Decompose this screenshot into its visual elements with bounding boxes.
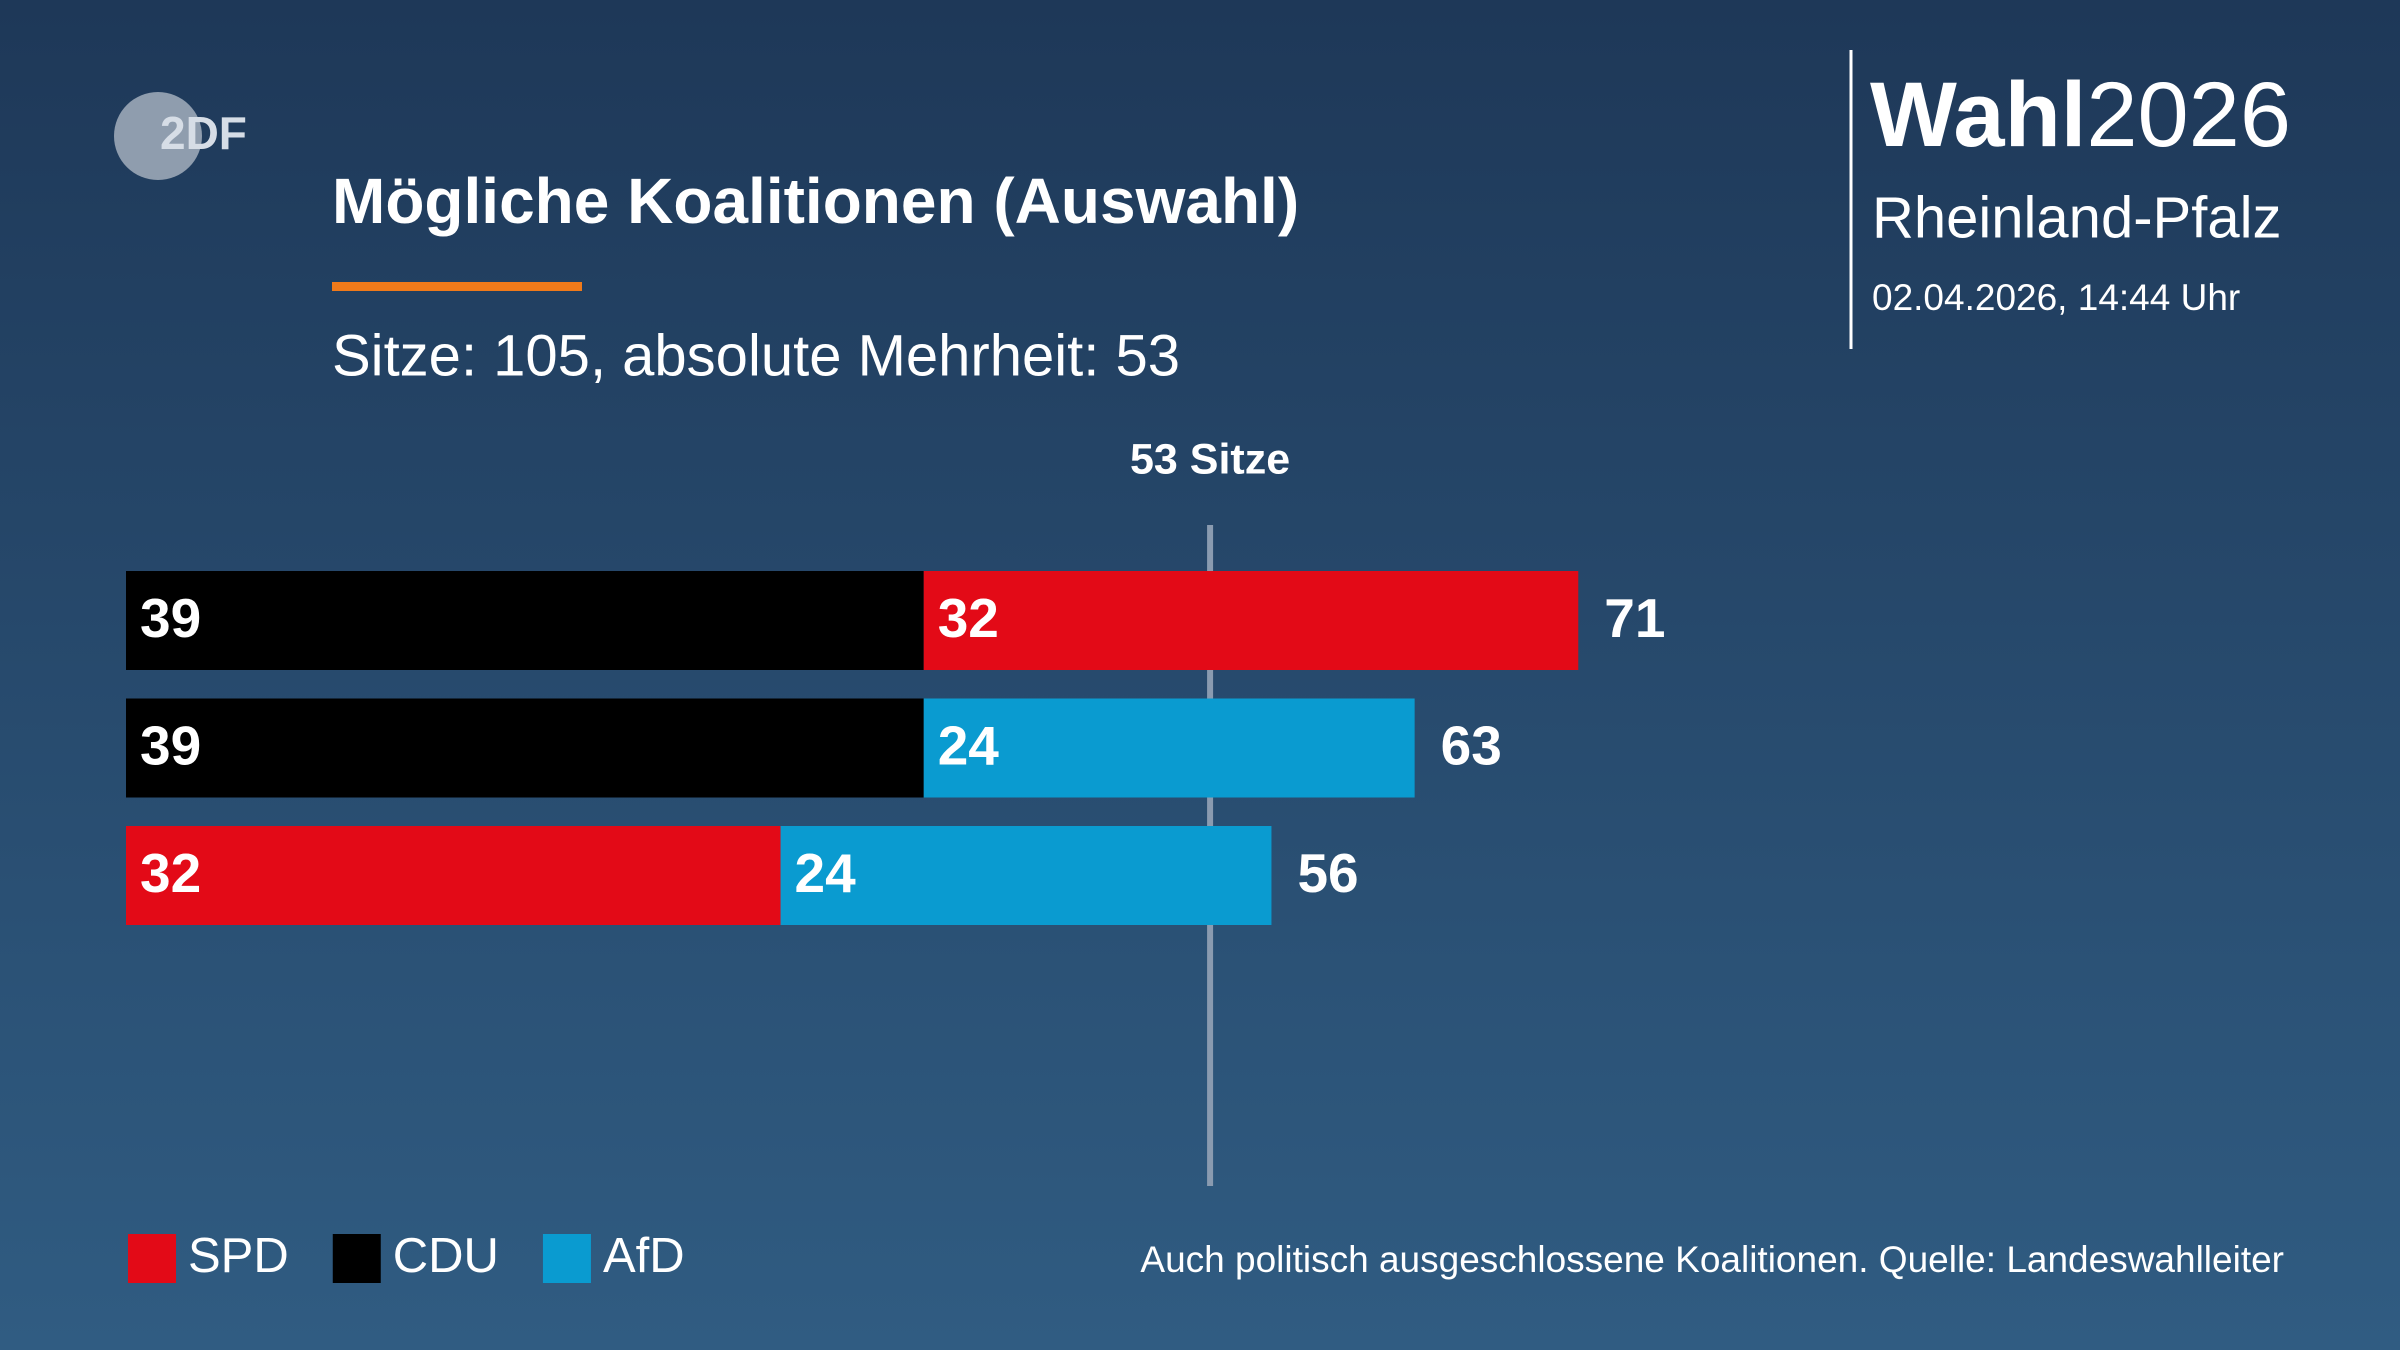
segment-label: 39 xyxy=(140,715,201,777)
total-label: 63 xyxy=(1441,715,1502,777)
legend-label: CDU xyxy=(393,1229,499,1283)
segment-label: 32 xyxy=(938,587,999,649)
brand: Wahl2026 xyxy=(1870,64,2291,166)
timestamp: 02.04.2026, 14:44 Uhr xyxy=(1872,277,2240,318)
brand-bold: Wahl xyxy=(1870,64,2086,166)
bar-segment xyxy=(780,826,1272,925)
footnote: Auch politisch ausgeschlossene Koalition… xyxy=(1140,1239,2284,1280)
segment-label: 24 xyxy=(938,715,1000,777)
title-underline xyxy=(332,282,582,291)
bar-segment xyxy=(126,571,924,670)
logo-circle xyxy=(114,92,202,180)
legend-swatch xyxy=(542,1234,591,1283)
bar-segment xyxy=(126,826,781,925)
chart-title: Mögliche Koalitionen (Auswahl) xyxy=(332,165,1299,237)
logo: 2DF xyxy=(160,107,247,159)
segment-label: 32 xyxy=(140,842,201,904)
threshold-label: 53 Sitze xyxy=(1130,435,1290,483)
segment-label: 24 xyxy=(795,842,857,904)
bar-segment xyxy=(923,698,1415,798)
subtitle: Sitze: 105, absolute Mehrheit: 53 xyxy=(332,323,1180,388)
legend-swatch xyxy=(332,1234,381,1283)
brand-year: 2026 xyxy=(2086,64,2291,166)
legend-label: SPD xyxy=(188,1229,289,1283)
total-label: 71 xyxy=(1604,587,1665,649)
bar-segment xyxy=(923,571,1579,670)
bar-segment xyxy=(126,698,924,798)
total-label: 56 xyxy=(1297,842,1358,904)
region: Rheinland-Pfalz xyxy=(1872,185,2281,250)
legend-label: AfD xyxy=(603,1229,685,1283)
segment-label: 39 xyxy=(140,587,201,649)
legend-swatch xyxy=(128,1234,176,1283)
